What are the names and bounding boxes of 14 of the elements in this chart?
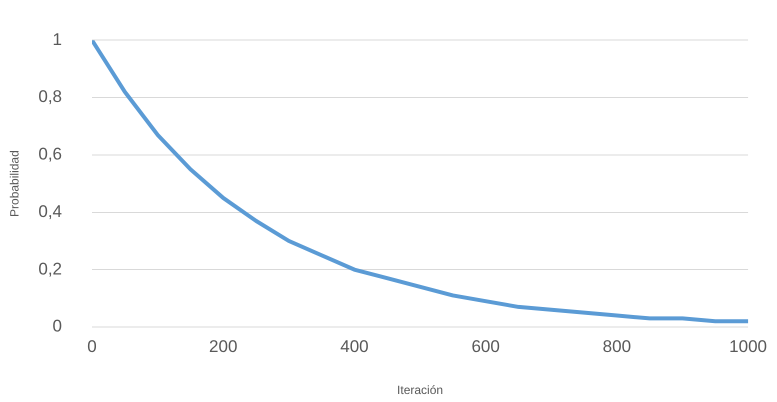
x-tick-label: 800 [602, 336, 632, 356]
x-axis-title: Iteración [397, 383, 444, 398]
x-tick-label: 600 [471, 336, 500, 356]
y-tick-label: 0,2 [38, 259, 62, 278]
x-tick-label: 400 [340, 336, 369, 356]
y-tick-label: 0 [52, 316, 62, 336]
y-tick-label: 0,6 [38, 144, 62, 164]
x-tick-label: 1000 [729, 336, 768, 356]
x-tick-label: 0 [87, 336, 97, 356]
y-axis-title: Probabilidad [8, 150, 22, 217]
x-tick-label: 200 [209, 336, 238, 356]
y-tick-label: 1 [52, 30, 62, 49]
y-tick-label: 0,8 [38, 87, 62, 106]
y-tick-label: 0,4 [38, 202, 62, 221]
